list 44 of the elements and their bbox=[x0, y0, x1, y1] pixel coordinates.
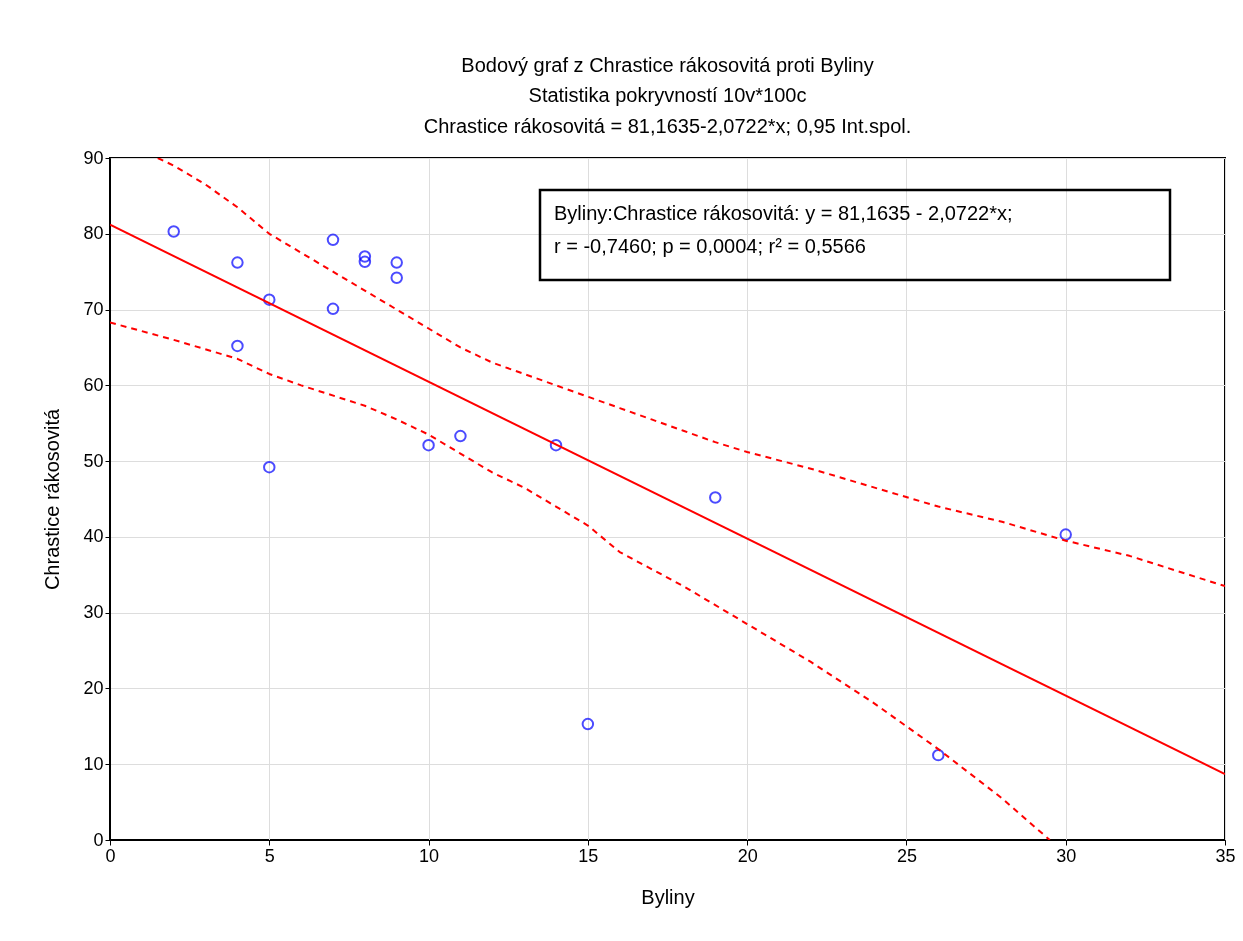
y-tick-label: 80 bbox=[83, 223, 104, 244]
y-tick-label: 70 bbox=[83, 299, 104, 320]
y-tick-label: 60 bbox=[83, 374, 104, 395]
chart-title: Bodový graf z Chrastice rákosovitá proti Byliny bbox=[461, 54, 874, 76]
point bbox=[422, 438, 435, 452]
point bbox=[263, 293, 276, 306]
x-tick-label: 25 bbox=[896, 845, 917, 866]
point bbox=[390, 256, 403, 269]
point bbox=[263, 460, 276, 474]
point bbox=[581, 717, 595, 731]
point bbox=[326, 302, 340, 316]
line-series bbox=[110, 321, 1051, 840]
y-tick-label: 20 bbox=[83, 677, 104, 698]
y-tick-label: 30 bbox=[83, 602, 104, 623]
y-tick-label: 0 bbox=[93, 829, 104, 850]
x-tick-label: 15 bbox=[578, 845, 599, 866]
point bbox=[231, 256, 244, 269]
y-tick-label: 10 bbox=[83, 753, 104, 774]
point bbox=[326, 233, 340, 247]
x-tick-label: 30 bbox=[1056, 845, 1077, 866]
y-tick-label: 90 bbox=[83, 147, 104, 168]
x-tick-label: 5 bbox=[264, 845, 275, 866]
point bbox=[358, 255, 372, 269]
y-tick-label: 40 bbox=[83, 526, 104, 547]
point bbox=[454, 429, 467, 443]
point bbox=[390, 271, 403, 284]
x-tick-label: 10 bbox=[419, 845, 440, 866]
annotation: Byliny:Chrastice rákosovitá: y = 81,1635 - 2,0722*x; bbox=[554, 202, 1013, 224]
text: Chrastice rákosovitá = 81,1635-2,0722*x; 0,95 Int.spol. bbox=[423, 115, 912, 137]
point bbox=[932, 748, 945, 762]
point bbox=[549, 438, 563, 452]
x-tick-label: 35 bbox=[1215, 845, 1236, 866]
point bbox=[231, 339, 244, 353]
y-axis-title: Chrastice rákosovitá bbox=[41, 408, 64, 591]
point bbox=[709, 491, 722, 504]
point bbox=[167, 225, 180, 238]
y-tick-label: 50 bbox=[83, 450, 104, 471]
x-axis-title: Byliny bbox=[641, 885, 695, 908]
point bbox=[1059, 528, 1072, 541]
x-tick-label: 20 bbox=[737, 845, 758, 866]
point bbox=[358, 250, 372, 263]
line-series bbox=[156, 158, 1225, 588]
annotation: r = -0,7460; p = 0,0004; r² = 0,5566 bbox=[554, 235, 866, 257]
chart-subtitle: Statistika pokryvností 10v*100c bbox=[528, 84, 807, 106]
